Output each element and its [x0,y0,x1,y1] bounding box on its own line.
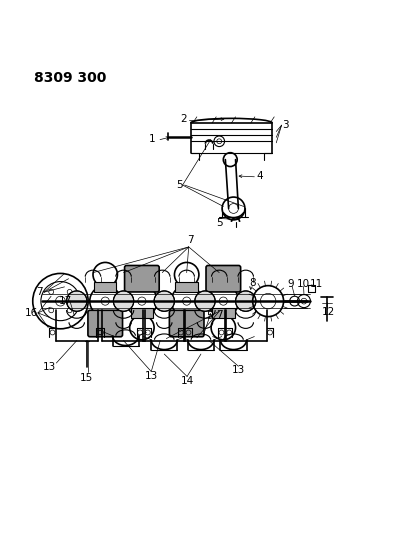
Text: 5: 5 [205,311,212,321]
FancyBboxPatch shape [169,310,204,337]
FancyBboxPatch shape [211,309,234,318]
Text: 12: 12 [321,307,334,317]
FancyBboxPatch shape [124,265,159,292]
FancyBboxPatch shape [205,265,240,292]
Text: 15: 15 [80,374,93,383]
Text: 7: 7 [216,310,222,320]
Text: 13: 13 [231,365,245,375]
FancyBboxPatch shape [130,309,153,318]
Text: 10: 10 [296,279,309,288]
FancyBboxPatch shape [94,282,116,292]
Circle shape [194,291,215,311]
Text: 1: 1 [148,134,155,144]
Circle shape [235,291,255,311]
Text: 11: 11 [309,279,322,288]
Circle shape [113,291,133,311]
Text: 3: 3 [281,120,288,130]
Text: 7: 7 [36,287,43,297]
Text: 16: 16 [25,308,38,318]
Text: 13: 13 [43,362,56,372]
FancyBboxPatch shape [88,310,122,337]
Text: 8: 8 [249,278,256,288]
Text: 5: 5 [175,180,182,190]
Circle shape [154,291,174,311]
Text: 17: 17 [59,296,72,306]
Circle shape [66,291,87,311]
Text: 14: 14 [180,376,193,385]
Text: 7: 7 [187,235,193,245]
Text: 8309 300: 8309 300 [34,71,106,85]
Text: 2: 2 [180,114,187,124]
FancyBboxPatch shape [175,282,198,292]
Text: 9: 9 [286,279,293,288]
Text: 4: 4 [256,171,263,181]
Text: 13: 13 [144,370,157,381]
Text: 5: 5 [216,217,222,228]
